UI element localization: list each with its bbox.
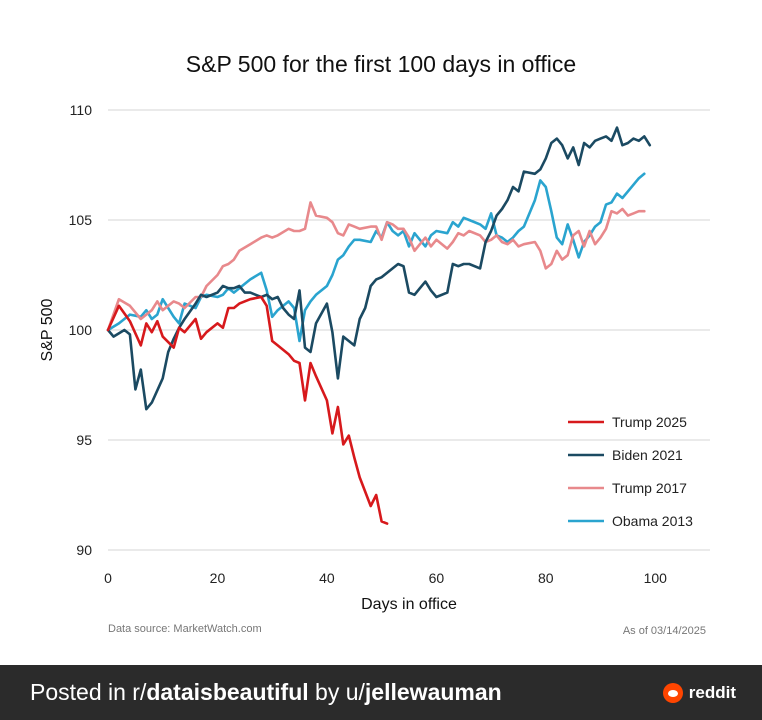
attribution-footer: Posted in r/dataisbeautiful by u/jellewa… xyxy=(0,665,762,720)
reddit-brand[interactable]: reddit xyxy=(662,682,736,703)
chart-area: S&P 500 for the first 100 days in office… xyxy=(39,51,710,637)
data-source-note: Data source: MarketWatch.com xyxy=(108,623,262,635)
attribution-prefix: Posted in r/ xyxy=(30,679,147,705)
subreddit-link[interactable]: dataisbeautiful xyxy=(146,679,309,705)
chart-title: S&P 500 for the first 100 days in office xyxy=(186,51,576,77)
series-line-obama-2013 xyxy=(106,172,646,343)
y-tick-label: 90 xyxy=(76,542,92,558)
series-line-trump-2017 xyxy=(106,201,646,332)
line-chart: S&P 500 for the first 100 days in office… xyxy=(39,51,710,637)
y-tick-label: 100 xyxy=(69,322,93,338)
y-axis-label: S&P 500 xyxy=(39,298,56,361)
legend-label: Obama 2013 xyxy=(612,513,693,529)
attribution-middle: by u/ xyxy=(308,679,365,705)
y-tick-label: 105 xyxy=(69,212,93,228)
reddit-wordmark: reddit xyxy=(688,682,736,702)
series-line-trump-2025 xyxy=(106,295,389,525)
y-tick-label: 95 xyxy=(76,432,92,448)
as-of-note: As of 03/14/2025 xyxy=(623,625,706,637)
legend-label: Trump 2025 xyxy=(612,414,687,430)
y-tick-label: 110 xyxy=(70,102,93,118)
attribution-text: Posted in r/dataisbeautiful by u/jellewa… xyxy=(30,679,502,706)
user-link[interactable]: jellewauman xyxy=(364,679,502,705)
series-line-biden-2021 xyxy=(106,126,652,411)
x-tick-label: 20 xyxy=(210,570,226,586)
x-tick-label: 100 xyxy=(644,570,668,586)
x-axis-label: Days in office xyxy=(361,596,457,613)
x-tick-label: 0 xyxy=(104,570,112,586)
reddit-logo-icon xyxy=(662,682,683,703)
legend-label: Trump 2017 xyxy=(612,480,687,496)
legend-label: Biden 2021 xyxy=(612,447,683,463)
x-tick-label: 80 xyxy=(538,570,554,586)
x-tick-label: 60 xyxy=(429,570,445,586)
x-tick-label: 40 xyxy=(319,570,335,586)
